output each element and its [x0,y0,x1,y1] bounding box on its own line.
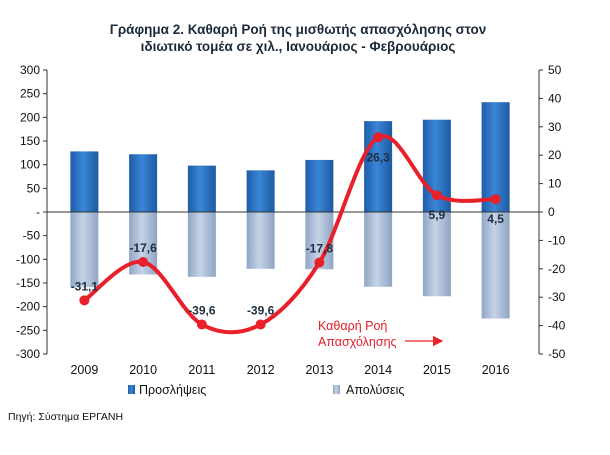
bar-fires-2014 [364,212,393,287]
net-flow-point-2010 [138,256,149,267]
category-axis-labels: 2009 2010 2011 2012 2013 2014 2015 2016 [70,363,509,377]
right-axis-tick-label: 40 [548,91,562,105]
chart-title-line-1: Γράφημα 2. Καθαρή Ροή της μισθωτής απασχ… [110,22,487,37]
net-flow-line [83,133,496,335]
left-axis-tick-label: 300 [20,63,40,77]
legend-swatch-fires [333,385,340,394]
bar-fires-2016 [481,212,510,319]
net-flow-label-2016: 4,5 [487,212,504,226]
left-axis-tick-label: -200 [16,300,40,314]
left-axis-tick-label: 50 [27,181,41,195]
bar-fires-2015 [422,212,451,297]
annotation-line-2: Απασχόλησης [318,335,397,349]
left-axis-tick-label: -150 [16,276,40,290]
left-axis-tick-label: - [36,205,40,219]
category-label-2016: 2016 [482,363,510,377]
category-label-2011: 2011 [188,363,215,377]
annotation-line-1: Καθαρή Ροή [318,319,387,333]
right-axis-tick-label: -10 [548,233,566,247]
legend-swatch-hires [128,385,135,394]
bar-hires-2009 [70,151,99,212]
category-label-2013: 2013 [305,363,333,377]
net-flow-label-2015: 5,9 [429,208,446,222]
left-axis-tick-label: 200 [20,110,40,124]
right-y-axis: 50 40 30 20 10 0 -10 -20 -30 -40 -50 [538,63,566,361]
net-flow-label-2010: -17,6 [129,241,157,255]
right-axis-tick-label: -50 [548,347,566,361]
category-label-2012: 2012 [247,363,275,377]
legend-label-fires: Απολύσεις [346,383,404,397]
bar-hires-2010 [129,154,158,212]
source-note: Πηγή: Σύστημα ΕΡΓΑΝΗ [8,411,123,423]
right-axis-tick-label: 10 [548,177,562,191]
legend: Προσλήψεις Απολύσεις [128,383,404,397]
category-label-2014: 2014 [364,363,392,377]
right-axis-tick-label: 30 [548,120,562,134]
left-axis-tick-label: 250 [20,87,40,101]
net-flow-point-2016 [490,194,501,205]
left-y-axis: 300 250 200 150 100 50 - -50 -100 -150 -200 -250 -30… [16,63,48,361]
net-flow-point-2009 [79,295,90,306]
net-flow-label-2012: -39,6 [247,303,275,317]
bar-fires-2012 [246,212,275,269]
category-label-2010: 2010 [129,363,157,377]
net-flow-label-2009: -31,1 [71,279,99,293]
net-flow-point-2013 [314,257,325,268]
bar-hires-2012 [246,170,275,212]
net-flow-point-2011 [196,319,207,330]
bar-series [70,102,510,319]
net-flow-line-series: -31,1 -17,6 -39,6 -39,6 -17,8 26,3 5,9 4,5 [71,132,504,335]
left-axis-tick-label: 150 [20,134,40,148]
category-label-2015: 2015 [423,363,451,377]
net-flow-label-2014: 26,3 [366,150,390,164]
chart-title-line-2: ιδιωτικό τομέα σε χιλ., Ιανουάριος - Φεβ… [141,39,456,54]
right-axis-tick-label: 20 [548,148,562,162]
right-axis-tick-label: -20 [548,262,566,276]
right-axis-tick-label: 50 [548,63,562,77]
bar-hires-2013 [305,159,334,212]
left-axis-tick-label: -100 [16,252,40,266]
bar-fires-2009 [70,212,99,288]
bar-hires-2011 [187,165,216,212]
net-flow-annotation: Καθαρή Ροή Απασχόλησης [318,319,444,349]
left-axis-tick-label: -50 [23,229,41,243]
category-label-2009: 2009 [70,363,98,377]
net-flow-point-2014 [373,132,384,143]
net-flow-label-2013: -17,8 [306,242,334,256]
left-axis-tick-label: -250 [16,323,40,337]
legend-label-hires: Προσλήψεις [139,383,206,397]
net-flow-point-2012 [255,319,266,330]
right-axis-tick-label: -40 [548,319,566,333]
left-axis-tick-label: -300 [16,347,40,361]
right-axis-tick-label: 0 [548,205,555,219]
bar-fires-2011 [187,212,216,277]
bar-hires-2016 [481,102,510,212]
left-axis-tick-label: 100 [20,158,40,172]
net-flow-point-2015 [431,190,442,201]
net-flow-label-2011: -39,6 [188,303,216,317]
right-axis-tick-label: -30 [548,290,566,304]
